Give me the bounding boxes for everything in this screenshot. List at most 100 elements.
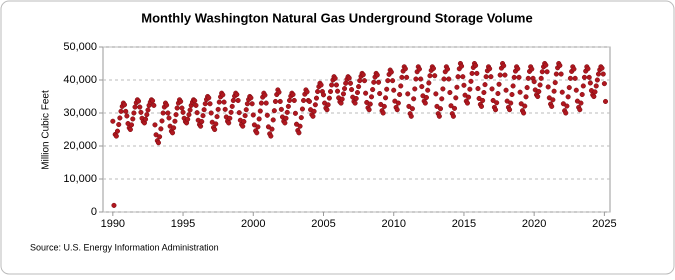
data-point — [559, 89, 565, 95]
data-point — [490, 97, 496, 104]
data-point — [419, 84, 425, 90]
data-point — [600, 71, 606, 77]
data-point — [482, 82, 488, 88]
data-point — [370, 87, 376, 93]
data-point — [160, 110, 166, 116]
data-point — [566, 85, 572, 91]
data-point — [180, 109, 186, 115]
data-point — [242, 113, 248, 119]
data-point — [169, 130, 176, 136]
y-tick-label: 30,000 — [63, 107, 97, 119]
data-point — [334, 88, 341, 94]
data-point — [367, 101, 373, 107]
data-point — [374, 72, 380, 78]
data-point — [256, 116, 262, 122]
data-point — [352, 100, 358, 106]
data-point — [368, 94, 375, 100]
data-point — [277, 98, 283, 104]
data-point — [565, 94, 571, 100]
data-point — [497, 72, 503, 78]
data-point — [150, 98, 156, 104]
data-point — [529, 66, 535, 72]
data-point — [292, 110, 298, 116]
data-point — [509, 91, 515, 98]
data-point — [306, 98, 313, 104]
data-point — [516, 74, 522, 80]
data-point — [466, 94, 472, 100]
data-point — [363, 90, 369, 96]
data-point — [440, 86, 446, 92]
data-point — [361, 78, 368, 84]
data-point — [495, 90, 501, 97]
data-point — [164, 102, 170, 108]
data-point — [354, 89, 361, 96]
x-tick-label: 2025 — [592, 218, 616, 230]
data-point — [324, 107, 330, 113]
data-point — [310, 113, 316, 119]
data-point — [408, 113, 414, 119]
data-point — [384, 86, 390, 92]
data-point — [357, 78, 363, 84]
data-point — [124, 113, 130, 119]
data-point — [594, 77, 600, 83]
data-point — [473, 62, 479, 69]
data-point — [131, 110, 137, 116]
data-point — [158, 126, 164, 132]
data-point — [199, 119, 205, 125]
data-point — [544, 69, 550, 75]
data-point — [578, 100, 584, 106]
data-point — [284, 109, 290, 115]
data-point — [502, 72, 508, 78]
data-point — [262, 92, 268, 98]
y-tick-label: 40,000 — [63, 74, 97, 86]
data-point — [304, 89, 310, 95]
data-point — [447, 89, 453, 96]
data-point — [157, 134, 163, 140]
data-point — [111, 202, 117, 208]
data-point — [269, 126, 275, 132]
data-point — [381, 103, 387, 109]
data-point — [404, 74, 410, 80]
data-point — [371, 79, 377, 85]
data-point — [206, 95, 212, 101]
data-point — [538, 75, 544, 81]
data-point — [333, 82, 339, 88]
data-point — [480, 97, 486, 104]
data-point — [213, 121, 219, 127]
data-point — [531, 79, 537, 85]
x-tick-label: 1995 — [171, 218, 195, 230]
data-point — [264, 112, 270, 118]
data-point — [282, 120, 288, 126]
y-tick-label: 20,000 — [63, 140, 97, 152]
data-point — [207, 101, 213, 107]
data-point — [298, 115, 304, 121]
data-point — [579, 91, 585, 98]
data-point — [592, 89, 598, 95]
data-point — [427, 73, 433, 79]
data-point — [432, 73, 438, 79]
data-point — [402, 66, 408, 72]
data-point — [254, 130, 260, 136]
data-point — [283, 115, 289, 121]
data-point — [202, 101, 208, 107]
data-point — [391, 87, 397, 93]
data-point — [515, 66, 521, 72]
data-point — [430, 65, 437, 71]
data-point — [380, 110, 386, 116]
data-point — [297, 123, 303, 129]
data-point — [586, 74, 592, 80]
data-point — [375, 79, 382, 85]
data-point — [236, 110, 242, 116]
data-point — [241, 119, 247, 125]
data-point — [595, 71, 602, 77]
data-point — [439, 96, 445, 102]
data-point — [461, 82, 467, 88]
data-point — [296, 130, 302, 136]
data-point — [418, 76, 424, 82]
data-point — [593, 83, 599, 89]
data-point — [434, 103, 440, 109]
data-point — [226, 120, 232, 126]
data-point — [468, 78, 474, 84]
